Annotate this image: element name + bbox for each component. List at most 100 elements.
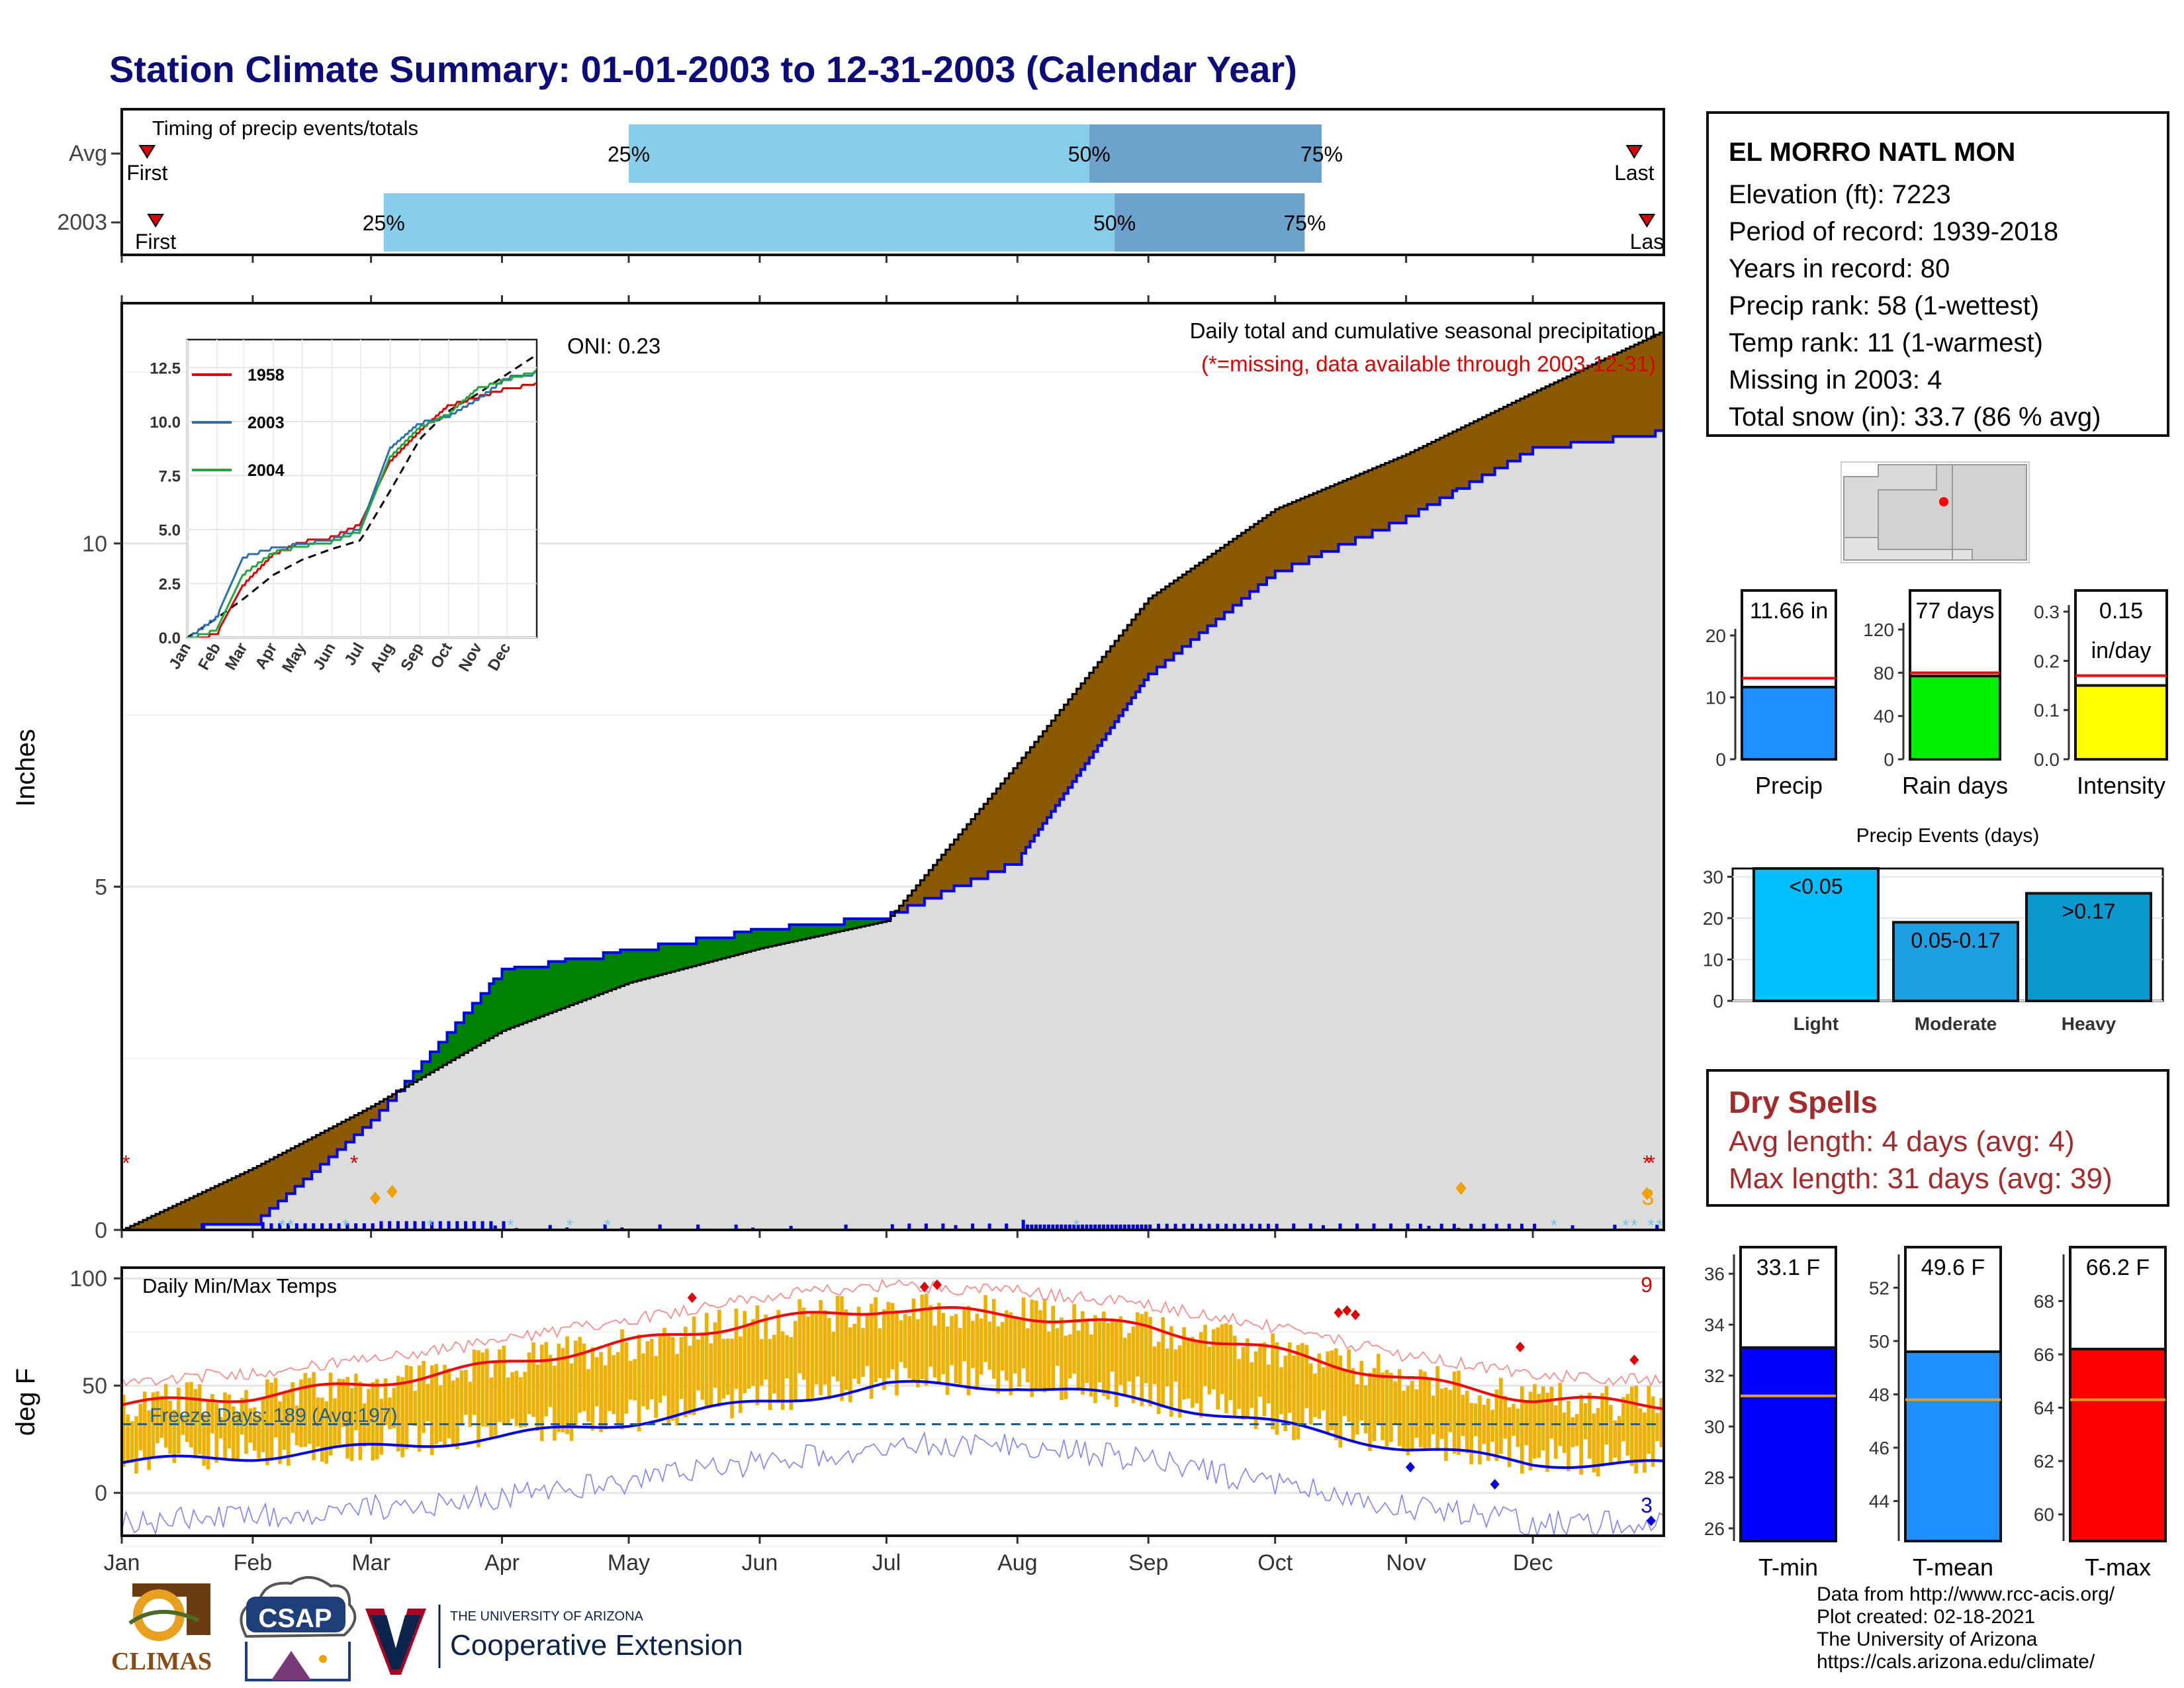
daily-temp-bar — [324, 1401, 329, 1464]
daily-temp-bar — [130, 1421, 134, 1463]
deficit-area — [1368, 470, 1373, 538]
deficit-area — [392, 1094, 397, 1101]
daily-temp-bar — [206, 1401, 210, 1470]
record-low-icon — [1405, 1462, 1415, 1473]
daily-temp-bar — [1237, 1358, 1241, 1409]
daily-temp-bar — [603, 1365, 608, 1430]
daily-temp-bar — [1296, 1344, 1300, 1440]
daily-temp-bar — [582, 1343, 586, 1411]
daily-temp-bar — [1182, 1327, 1186, 1399]
deficit-area — [1140, 608, 1145, 686]
daily-precip-bar — [1060, 1224, 1064, 1230]
daily-temp-bar — [181, 1416, 185, 1435]
daily-temp-bar — [1342, 1370, 1347, 1417]
daily-temp-bar — [519, 1377, 523, 1428]
deficit-area — [1533, 392, 1538, 447]
daily-temp-bar — [1191, 1336, 1195, 1408]
deficit-area — [1292, 502, 1297, 564]
timing-row-avg: Avg — [69, 141, 107, 166]
record-low-icon — [1646, 1515, 1656, 1526]
deficit-area — [1177, 577, 1183, 653]
daily-precip-bar — [1655, 1225, 1659, 1230]
month-label: Aug — [997, 1550, 1038, 1575]
dry-spells-max: Max length: 31 days (avg: 39) — [1729, 1162, 2113, 1195]
daily-precip-bar — [1131, 1224, 1135, 1230]
surplus-area — [498, 978, 503, 1033]
daily-temp-bar — [569, 1363, 574, 1441]
deficit-area — [172, 1205, 177, 1230]
daily-temp-bar — [1490, 1409, 1494, 1442]
month-label: Jan — [104, 1550, 140, 1575]
snow-flake-icon: * — [1648, 1215, 1655, 1235]
daily-temp-bar — [1465, 1390, 1469, 1454]
daily-precip-bar — [1520, 1223, 1524, 1230]
summary-value-label: 11.66 in — [1750, 598, 1828, 624]
temp-summary-tmax: 60 62 64 66 68 66.2 F T-max — [2034, 1246, 2167, 1581]
daily-precip-bar — [396, 1221, 400, 1230]
daily-temp-bar — [544, 1342, 548, 1417]
deficit-area — [269, 1159, 275, 1209]
daily-precip-bar — [502, 1221, 506, 1230]
daily-temp-bar — [236, 1413, 240, 1460]
daily-precip-bar — [941, 1223, 945, 1230]
daily-temp-bar — [295, 1405, 299, 1446]
deficit-area — [1228, 541, 1234, 612]
surplus-area — [561, 961, 566, 1009]
events-bar-label: <0.05 — [1790, 874, 1843, 898]
daily-temp-bar — [1115, 1320, 1118, 1407]
avg-cumulative-line — [122, 330, 1664, 1230]
daily-precip-bar — [1338, 1223, 1342, 1230]
deficit-area — [210, 1188, 216, 1225]
events-category-label: Heavy — [2062, 1013, 2116, 1034]
daily-temp-bar — [299, 1379, 303, 1448]
daily-precip-bar — [1093, 1224, 1097, 1230]
deficit-area — [1152, 595, 1158, 674]
daily-precip-bar — [447, 1221, 451, 1230]
daily-temp-bar — [1516, 1408, 1520, 1447]
events-bar — [1892, 921, 2019, 1002]
daily-temp-bar — [739, 1336, 743, 1413]
daily-temp-bar — [1570, 1417, 1575, 1448]
daily-temp-bar — [764, 1314, 768, 1380]
daily-temp-bar — [358, 1382, 363, 1460]
daily-temp-bar — [1376, 1354, 1381, 1425]
climas-text: CLIMAS — [111, 1648, 212, 1675]
deficit-area — [138, 1221, 144, 1230]
daily-temp-bar — [1397, 1369, 1402, 1446]
deficit-area — [1629, 346, 1635, 437]
summary-ytick-label: 64 — [2034, 1398, 2054, 1419]
daily-precip-bar — [1275, 1223, 1279, 1230]
daily-precip-bar — [1165, 1223, 1169, 1230]
daily-temp-bar — [553, 1366, 557, 1441]
daily-precip-bar — [548, 1225, 552, 1230]
daily-temp-bar — [1110, 1319, 1115, 1372]
daily-temp-bar — [1592, 1413, 1596, 1473]
deficit-area — [1414, 449, 1420, 516]
daily-temp-bar — [1381, 1372, 1385, 1440]
daily-precip-bar — [388, 1221, 392, 1230]
surplus-area — [544, 966, 549, 1015]
surplus-area — [629, 949, 634, 983]
deficit-area — [958, 834, 963, 886]
deficit-area — [1647, 338, 1652, 437]
daily-temp-bar — [895, 1310, 899, 1396]
daily-precip-bar — [202, 1225, 206, 1230]
daily-precip-bar — [1026, 1224, 1030, 1230]
inset-series-line-2004 — [187, 369, 537, 637]
daily-temp-bar — [252, 1407, 257, 1451]
daily-temp-bar — [261, 1398, 265, 1452]
deficit-area — [206, 1190, 211, 1225]
daily-temp-bar — [1140, 1314, 1144, 1407]
precip-note: Daily total and cumulative seasonal prec… — [1190, 318, 1656, 343]
daily-temp-bar — [1478, 1395, 1482, 1465]
deficit-area — [1372, 468, 1377, 530]
daily-precip-bar — [696, 1224, 700, 1230]
daily-temp-bar — [1368, 1372, 1372, 1452]
daily-precip-bar — [971, 1223, 975, 1230]
daily-temp-bar — [459, 1370, 464, 1426]
daily-temp-bar — [941, 1313, 946, 1374]
daily-precip-bar — [1570, 1225, 1574, 1230]
deficit-area — [375, 1103, 380, 1121]
deficit-area — [1376, 466, 1381, 530]
avg-min-line — [122, 1380, 1664, 1470]
